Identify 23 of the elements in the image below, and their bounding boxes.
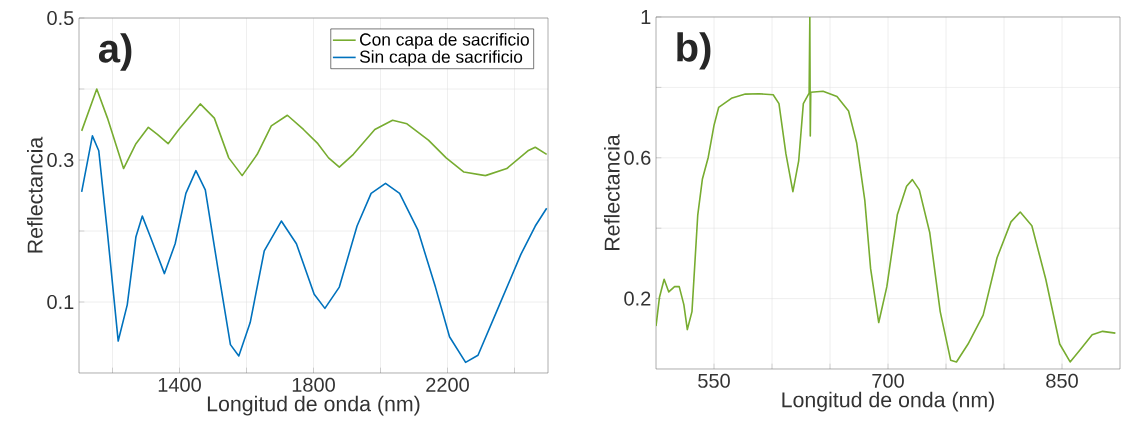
y-tick-label: 0.1	[47, 294, 74, 310]
x-axis-title: Longitud de onda (nm)	[207, 395, 420, 416]
x-tick-label: 850	[1046, 373, 1078, 388]
x-tick-label: 1400	[158, 377, 201, 392]
y-tick-label: 0.2	[624, 291, 651, 306]
y-axis-title: Reflectancia	[27, 136, 43, 253]
y-tick-label: 0.3	[47, 152, 74, 168]
x-tick-label: 1800	[292, 377, 335, 392]
x-tick-label: 2200	[426, 377, 469, 392]
line-series	[656, 17, 1117, 363]
line-series	[80, 135, 548, 364]
x-tick-label: 700	[872, 373, 904, 388]
annotation: a)	[98, 33, 132, 71]
line-series	[80, 88, 548, 177]
y-axis-title: Reflectancia	[604, 134, 620, 250]
y-tick-label: 0.6	[624, 150, 651, 165]
x-axis-title: Longitud de onda (nm)	[782, 391, 994, 412]
y-tick-label: 0.5	[47, 10, 74, 26]
annotation: b)	[677, 32, 711, 70]
legend-label: Con capa de sacrificio	[360, 32, 529, 50]
x-tick-label: 550	[698, 373, 730, 388]
y-tick-label: 1	[641, 10, 651, 24]
legend-label: Sin capa de sacrificio	[359, 50, 523, 67]
